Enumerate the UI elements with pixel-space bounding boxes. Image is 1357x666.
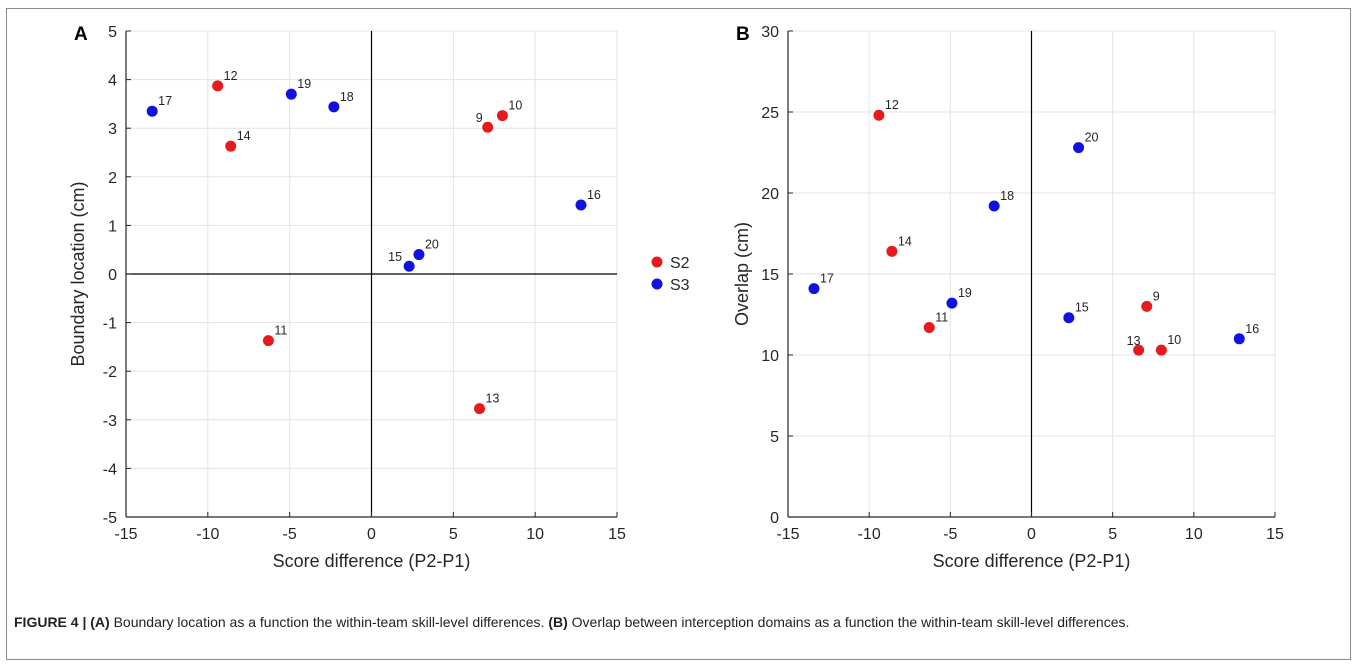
panel-b-ylabel: Overlap (cm) xyxy=(732,222,752,326)
panel-a-xtick-label: -15 xyxy=(114,526,137,543)
panel-b-ytick-label: 30 xyxy=(761,24,779,41)
panel-a-ytick-label: 1 xyxy=(108,218,117,235)
panel-b-point-s3-19 xyxy=(946,297,958,309)
panel-b-point-s2-12 xyxy=(873,109,885,121)
panel-b-ytick-label: 20 xyxy=(761,186,779,203)
panel-b-letter: B xyxy=(736,24,750,45)
panel-b-point-label-10: 10 xyxy=(1167,333,1181,347)
panel-a-xtick-label: 10 xyxy=(526,526,544,543)
panel-b-point-s3-16 xyxy=(1233,333,1245,345)
panel-a-ytick-label: 2 xyxy=(108,170,117,187)
panel-b-point-s2-13 xyxy=(1133,344,1145,356)
panel-b-ytick-label: 5 xyxy=(770,429,779,446)
panel-b-xlabel: Score difference (P2-P1) xyxy=(933,551,1131,571)
panel-b-point-label-20: 20 xyxy=(1085,131,1099,145)
panel-a-xtick-label: -10 xyxy=(196,526,219,543)
legend-label-s3: S3 xyxy=(670,277,690,294)
panel-a-ytick-label: 3 xyxy=(108,121,117,138)
panel-a-ytick-label: 5 xyxy=(108,24,117,41)
legend-marker-s3 xyxy=(651,278,663,290)
panel-b-point-s2-9 xyxy=(1141,300,1153,312)
panel-a-xtick-label: 15 xyxy=(608,526,626,543)
panel-b-point-label-11: 11 xyxy=(935,310,948,324)
panel-a-point-s2-11 xyxy=(262,335,274,347)
panel-b-xtick-label: 5 xyxy=(1108,526,1117,543)
panel-b-ytick-label: 10 xyxy=(761,348,779,365)
panel-b-point-s3-17 xyxy=(808,283,820,295)
caption-text-b: Overlap between interception domains as … xyxy=(567,614,1130,630)
caption-tag-b: (B) xyxy=(548,614,568,630)
panel-a-point-label-10: 10 xyxy=(508,99,522,113)
panel-b-xtick-label: -10 xyxy=(858,526,881,543)
panel-b-point-s3-15 xyxy=(1063,312,1075,324)
panel-a-ytick-label: 0 xyxy=(108,267,117,284)
legend-marker-s2 xyxy=(651,256,663,268)
caption-tag-a: (A) xyxy=(90,614,110,630)
panel-b-xtick-label: 0 xyxy=(1027,526,1036,543)
panel-b-xtick-label: 15 xyxy=(1266,526,1284,543)
panel-b-point-s2-10 xyxy=(1155,344,1167,356)
panel-a-ytick-label: -3 xyxy=(103,413,117,430)
panel-b-ytick-label: 15 xyxy=(761,267,779,284)
panel-a-point-s2-12 xyxy=(212,80,224,92)
panel-a-point-s2-9 xyxy=(482,121,494,133)
panel-b-point-label-18: 18 xyxy=(1000,189,1014,203)
panel-a-point-s3-20 xyxy=(413,249,425,261)
panel-b-point-s2-14 xyxy=(886,245,898,257)
panel-a-point-label-18: 18 xyxy=(340,90,354,104)
panel-a-point-label-20: 20 xyxy=(425,238,439,252)
panel-a-point-label-16: 16 xyxy=(587,188,601,202)
caption-prefix: FIGURE 4 | xyxy=(14,614,91,630)
panel-a-point-s2-13 xyxy=(474,403,486,415)
panel-b-ytick-label: 25 xyxy=(761,105,779,122)
panel-a-ytick-label: -5 xyxy=(103,510,117,527)
legend-label-s2: S2 xyxy=(670,255,690,272)
panel-b-point-label-19: 19 xyxy=(958,286,972,300)
panel-a-xtick-label: 5 xyxy=(449,526,458,543)
panel-a-point-label-15: 15 xyxy=(388,250,402,264)
panel-a-point-label-9: 9 xyxy=(476,111,483,125)
panel-a-point-s3-15 xyxy=(403,260,415,272)
panel-a-point-label-17: 17 xyxy=(158,94,172,108)
panel-b-point-label-14: 14 xyxy=(898,234,912,248)
panel-a-xlabel: Score difference (P2-P1) xyxy=(273,551,471,571)
panel-b-point-s3-18 xyxy=(988,200,1000,212)
panel-a-ylabel: Boundary location (cm) xyxy=(68,181,88,366)
caption-text-a: Boundary location as a function the with… xyxy=(109,614,549,630)
panel-a-xtick-label: 0 xyxy=(367,526,376,543)
panel-a-ytick-label: 4 xyxy=(108,73,117,90)
panel-b-xtick-label: -15 xyxy=(776,526,799,543)
panel-b-point-label-12: 12 xyxy=(885,98,899,112)
panel-a-point-s2-14 xyxy=(225,140,237,152)
panel-a-point-s3-16 xyxy=(575,199,587,211)
panel-b-xtick-label: 10 xyxy=(1185,526,1203,543)
panel-b-point-s2-11 xyxy=(923,321,935,333)
panel-a-point-s3-17 xyxy=(146,105,158,117)
panel-a-point-s2-10 xyxy=(496,110,508,122)
panel-a-ytick-label: -2 xyxy=(103,364,117,381)
panel-b-ytick-label: 0 xyxy=(770,510,779,527)
panel-b-point-s3-20 xyxy=(1073,142,1085,154)
panel-a-point-s3-19 xyxy=(285,88,297,100)
panel-b-point-label-13: 13 xyxy=(1127,334,1141,348)
figure-caption: FIGURE 4 | (A) Boundary location as a fu… xyxy=(14,612,1344,632)
panel-a-letter: A xyxy=(74,24,88,45)
panel-b-point-label-15: 15 xyxy=(1075,301,1089,315)
panel-a-point-s3-18 xyxy=(328,101,340,113)
panel-b-xtick-label: -5 xyxy=(943,526,957,543)
panel-a-point-label-11: 11 xyxy=(274,324,287,338)
panel-a-ytick-label: -1 xyxy=(103,316,117,333)
panel-a-point-label-19: 19 xyxy=(297,77,311,91)
panel-b-point-label-16: 16 xyxy=(1245,322,1259,336)
panel-b-point-label-17: 17 xyxy=(820,272,834,286)
panel-a-ytick-label: -4 xyxy=(103,461,117,478)
panel-a-xtick-label: -5 xyxy=(283,526,297,543)
panel-a-point-label-13: 13 xyxy=(486,392,500,406)
panel-b-point-label-9: 9 xyxy=(1153,289,1160,303)
figure-frame xyxy=(6,8,1351,660)
panel-a-point-label-14: 14 xyxy=(237,129,251,143)
panel-a-point-label-12: 12 xyxy=(224,69,238,83)
